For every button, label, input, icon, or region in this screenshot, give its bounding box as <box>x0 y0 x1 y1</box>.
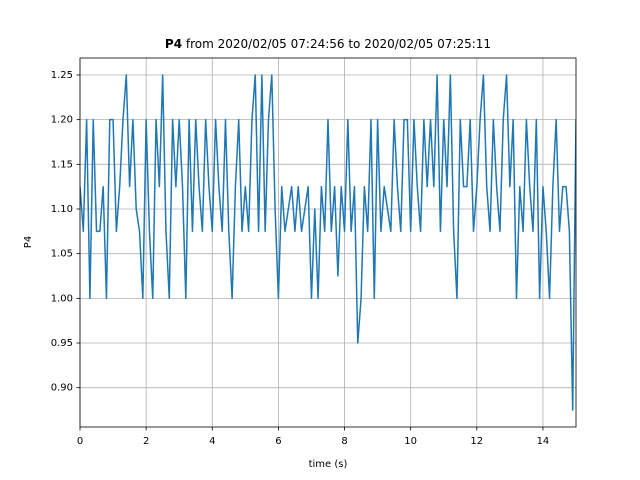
x-axis-label: time (s) <box>309 459 348 470</box>
x-tick-label: 4 <box>209 436 215 447</box>
x-tick-label: 8 <box>341 436 347 447</box>
y-tick-label: 0.95 <box>51 338 73 349</box>
x-tick-label: 2 <box>143 436 149 447</box>
plot-frame <box>79 57 577 428</box>
y-tick-label: 1.25 <box>51 70 73 81</box>
x-tick-label: 0 <box>77 436 83 447</box>
chart-title: P4 from 2020/02/05 07:24:56 to 2020/02/0… <box>165 37 491 51</box>
y-axis-label: P4 <box>23 236 34 248</box>
x-tick-label: 10 <box>404 436 417 447</box>
x-tick-label: 14 <box>537 436 550 447</box>
data-line <box>80 74 576 411</box>
y-tick-label: 1.10 <box>51 204 73 215</box>
y-tick-label: 1.00 <box>51 293 73 304</box>
title-rest: from 2020/02/05 07:24:56 to 2020/02/05 0… <box>186 37 491 51</box>
x-tick-label: 12 <box>470 436 483 447</box>
y-tick-label: 1.20 <box>51 115 73 126</box>
title-bold: P4 <box>165 37 182 51</box>
y-tick-label: 1.15 <box>51 159 73 170</box>
y-tick-label: 0.90 <box>51 383 73 394</box>
y-tick-label: 1.05 <box>51 249 73 260</box>
x-tick-label: 6 <box>275 436 281 447</box>
